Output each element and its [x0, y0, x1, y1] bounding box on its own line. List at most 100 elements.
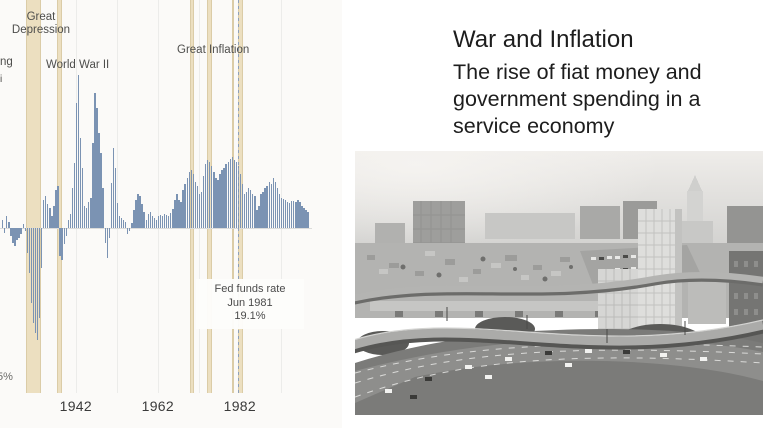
bar: [147, 214, 149, 228]
bar: [301, 206, 303, 228]
bar: [229, 159, 231, 228]
bar: [196, 186, 199, 228]
bar: [297, 200, 299, 228]
bar: [168, 216, 170, 228]
bar: [190, 170, 192, 228]
bar: [161, 216, 164, 228]
bar: [122, 220, 125, 228]
bar: [79, 138, 82, 228]
photo-freeway-interchange: [355, 151, 763, 415]
cropped-edge-label: ng: [0, 56, 13, 68]
bar: [235, 162, 238, 228]
bar: [198, 194, 201, 228]
bar: [143, 212, 145, 228]
bar: [106, 228, 108, 258]
bar: [280, 198, 283, 228]
fed-funds-annotation-line3: 19.1%: [234, 310, 266, 322]
bar: [215, 178, 217, 228]
bar: [135, 200, 137, 228]
bar: [20, 228, 22, 234]
bar: [61, 228, 63, 260]
bar: [129, 228, 131, 231]
bar: [6, 216, 8, 228]
bar: [49, 208, 51, 228]
bar: [65, 228, 67, 236]
bar: [10, 228, 12, 236]
bar: [166, 215, 168, 228]
bar: [254, 196, 256, 228]
bar: [2, 220, 4, 228]
bar: [26, 228, 28, 253]
bar: [141, 204, 143, 228]
bar: [262, 192, 264, 228]
title-block: War and Inflation The rise of fiat money…: [453, 26, 753, 140]
bar: [264, 188, 266, 228]
slide-subtitle-line1: The rise of fiat money and: [453, 60, 702, 84]
bar: [92, 143, 94, 228]
bar: [12, 228, 14, 243]
bar: [127, 228, 129, 234]
bar: [47, 204, 49, 228]
bar: [98, 133, 100, 228]
bar: [34, 228, 37, 333]
bar: [71, 188, 74, 228]
bar: [139, 196, 141, 228]
bar: [266, 186, 268, 228]
bar: [202, 176, 205, 228]
bar: [16, 228, 18, 240]
bar: [184, 184, 186, 228]
bar: [170, 213, 172, 228]
bar: [192, 174, 195, 228]
bar: [110, 183, 113, 228]
bar: [75, 103, 78, 228]
bar: [284, 200, 287, 228]
bar: [131, 223, 133, 228]
bar: [151, 216, 154, 228]
bar: [57, 186, 59, 228]
bar: [286, 202, 289, 228]
bar: [145, 220, 147, 228]
bar: [289, 203, 291, 228]
bar: [260, 194, 262, 228]
bar: [120, 218, 123, 228]
cars: [385, 349, 707, 399]
bar: [188, 172, 190, 228]
bar: [211, 166, 213, 228]
bar: [270, 184, 272, 228]
bar: [291, 201, 293, 228]
x-tick-1962: 1962: [141, 398, 174, 414]
bar: [55, 190, 57, 228]
cropped-edge-label-2: i: [0, 74, 3, 85]
bar: [67, 220, 69, 228]
bar: [221, 170, 223, 228]
bar: [295, 202, 297, 228]
bar: [149, 212, 151, 228]
era-label-great-inflation: Great Inflation: [177, 44, 250, 56]
bar: [36, 228, 39, 340]
bar: [256, 210, 258, 228]
event-line: [237, 0, 239, 393]
bar: [245, 192, 248, 228]
bar: [18, 228, 20, 238]
bar: [51, 216, 53, 228]
bar: [303, 208, 305, 228]
x-tick-1982: 1982: [223, 398, 256, 414]
bar: [186, 178, 188, 228]
grid-v: [280, 0, 282, 393]
bar: [174, 200, 176, 228]
bar: [114, 168, 117, 228]
bar: [104, 228, 106, 243]
bar: [241, 184, 244, 228]
bar: [278, 194, 281, 228]
white-highrise: [638, 209, 682, 331]
bar: [204, 164, 207, 228]
bar: [153, 218, 156, 228]
bar: [200, 192, 203, 228]
bar: [45, 196, 47, 228]
bar: [77, 75, 80, 228]
bar: [207, 160, 209, 228]
bar: [159, 215, 162, 228]
bar: [102, 188, 104, 228]
bar: [53, 206, 55, 228]
